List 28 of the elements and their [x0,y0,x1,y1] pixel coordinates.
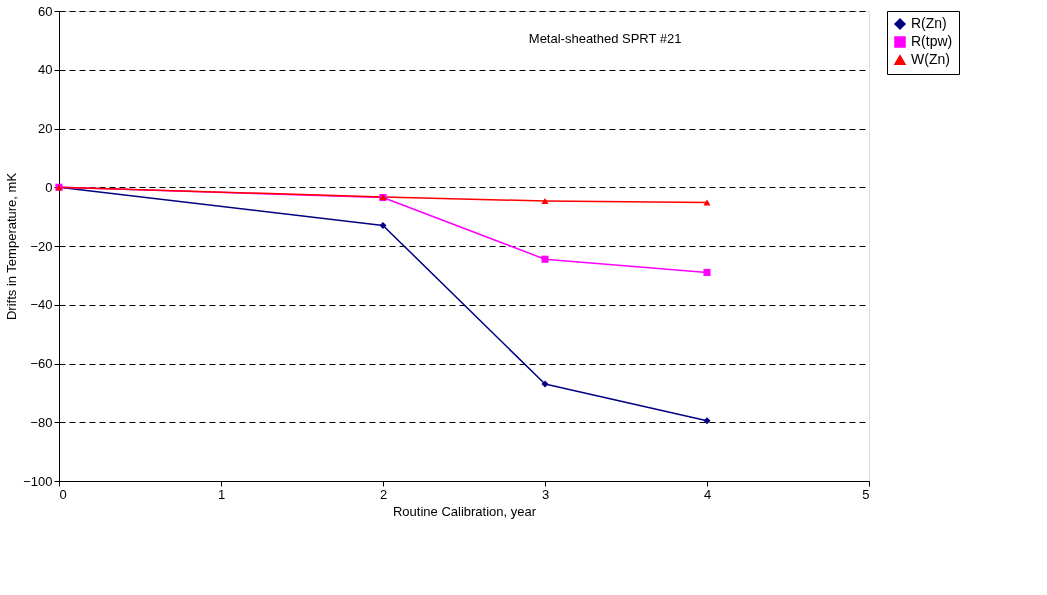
point [703,268,711,276]
point [541,255,549,263]
y-tick-label: −20 [30,238,53,254]
point [703,199,711,206]
y-tick-label: −60 [30,356,53,371]
y-tick-label: 20 [38,121,53,136]
y-axis-title: Drifts in Temperature, mK [4,172,20,321]
point [703,417,711,425]
y-tick-label: −40 [30,297,53,313]
x-tick-label: 1 [217,486,226,502]
y-tick-label: −80 [30,414,53,430]
x-tick-label: 3 [541,486,550,502]
legend-label: W(Zn) [911,51,950,67]
legend-label: R(Zn) [911,15,947,31]
point [379,221,387,229]
y-tick-label: 0 [45,179,53,195]
point [541,197,549,205]
x-tick-label: 0 [59,486,67,502]
x-axis-title: Routine Calibration, year [392,503,537,519]
x-tick-label: 2 [379,486,388,502]
x-tick-label: 5 [862,486,870,502]
point [541,380,549,388]
y-tick-label: 60 [38,3,53,19]
y-tick-label: −100 [23,473,53,489]
annotation: Metal-sheathed SPRT #21 [528,31,682,46]
x-tick-label: 4 [703,486,712,502]
legend-label: R(tpw) [911,33,953,49]
y-tick-label: 40 [38,62,53,78]
